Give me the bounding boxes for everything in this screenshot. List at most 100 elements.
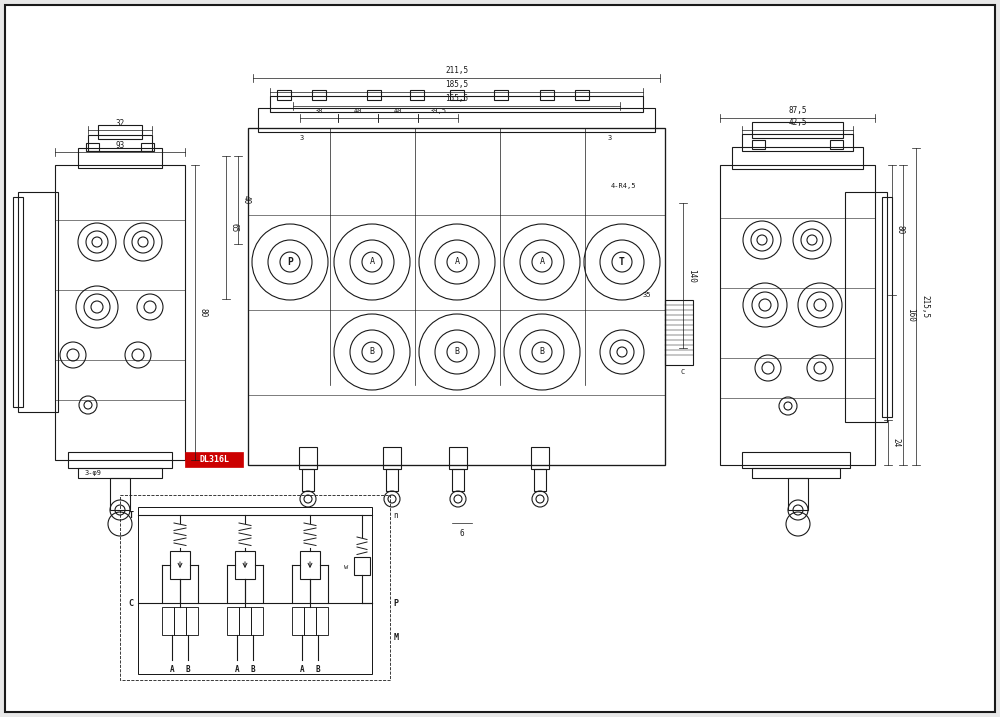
Text: 4-R4,5: 4-R4,5 (610, 183, 636, 189)
Bar (882, 197, 892, 417)
Bar (742, 134, 853, 151)
Text: 42,5: 42,5 (788, 118, 807, 128)
Bar (575, 90, 589, 100)
Bar (452, 469, 464, 491)
Text: P: P (287, 257, 293, 267)
Text: 185,5: 185,5 (445, 80, 468, 90)
Bar (665, 300, 693, 365)
Bar (78, 468, 162, 478)
Bar (239, 607, 251, 635)
Bar (494, 90, 508, 100)
Bar (18, 192, 58, 412)
Bar (354, 557, 370, 575)
Text: T: T (128, 511, 134, 520)
Text: B: B (540, 348, 544, 356)
Bar (788, 478, 808, 510)
Bar (386, 469, 398, 491)
Bar (752, 122, 843, 138)
Bar (450, 90, 464, 100)
Bar (720, 165, 875, 465)
Bar (235, 551, 255, 579)
Text: 93: 93 (115, 141, 125, 150)
Bar (162, 607, 174, 635)
Bar (410, 90, 424, 100)
Bar (258, 108, 655, 132)
Bar (316, 607, 328, 635)
Bar (13, 197, 23, 407)
Bar (531, 447, 549, 469)
Text: B: B (454, 348, 460, 356)
Bar (534, 469, 546, 491)
Bar (55, 165, 185, 460)
Text: 35: 35 (643, 292, 651, 298)
Bar (299, 447, 317, 469)
Text: 39,5: 39,5 (430, 108, 446, 114)
Text: 211,5: 211,5 (445, 67, 468, 75)
Bar (277, 90, 291, 100)
Bar (449, 447, 467, 469)
Text: 6: 6 (459, 528, 464, 538)
Bar (742, 452, 850, 468)
Text: 155,5: 155,5 (445, 95, 468, 103)
Bar (270, 96, 643, 112)
Bar (292, 607, 304, 635)
Text: w: w (344, 564, 348, 570)
Text: B: B (316, 665, 320, 675)
Bar (732, 147, 863, 169)
Text: 32: 32 (115, 118, 125, 128)
Text: 38: 38 (315, 108, 323, 114)
Bar (383, 447, 401, 469)
Text: n: n (394, 511, 398, 520)
Bar (141, 143, 154, 151)
Bar (752, 468, 840, 478)
Text: B: B (370, 348, 374, 356)
Text: 3-φ9: 3-φ9 (84, 470, 102, 476)
Text: 87,5: 87,5 (788, 107, 807, 115)
Text: T: T (619, 257, 625, 267)
Bar (248, 128, 665, 465)
Text: 24: 24 (892, 438, 900, 447)
Text: 65: 65 (230, 223, 239, 232)
Bar (174, 607, 186, 635)
Text: C: C (128, 599, 134, 607)
Bar (752, 140, 765, 149)
Text: 140: 140 (688, 269, 696, 282)
Text: 80: 80 (896, 225, 904, 234)
Text: A: A (235, 665, 239, 675)
Bar (304, 607, 316, 635)
Bar (227, 607, 239, 635)
Bar (300, 551, 320, 579)
Bar (367, 90, 381, 100)
Text: 3: 3 (608, 135, 612, 141)
Text: 40: 40 (354, 108, 362, 114)
Bar (170, 551, 190, 579)
Text: 80: 80 (198, 308, 208, 317)
Text: A: A (540, 257, 544, 267)
Bar (185, 452, 243, 467)
Bar (138, 507, 372, 674)
Text: A: A (370, 257, 374, 267)
Bar (98, 125, 142, 139)
Text: C: C (681, 369, 685, 375)
Text: 215,5: 215,5 (920, 295, 930, 318)
Bar (78, 148, 162, 168)
Bar (312, 90, 326, 100)
Text: A: A (454, 257, 460, 267)
Text: M: M (394, 634, 398, 642)
Text: P: P (394, 599, 398, 607)
Bar (845, 192, 887, 422)
Bar (540, 90, 554, 100)
Bar (186, 607, 198, 635)
Text: 160: 160 (906, 308, 916, 322)
Bar (302, 469, 314, 491)
Bar (830, 140, 843, 149)
Text: 3: 3 (300, 135, 304, 141)
Text: DL316L: DL316L (199, 455, 229, 465)
Bar (68, 452, 172, 468)
Bar (110, 478, 130, 510)
Bar (86, 143, 99, 151)
Bar (120, 495, 390, 680)
Text: 40: 40 (394, 108, 402, 114)
Text: B: B (186, 665, 190, 675)
Bar (251, 607, 263, 635)
